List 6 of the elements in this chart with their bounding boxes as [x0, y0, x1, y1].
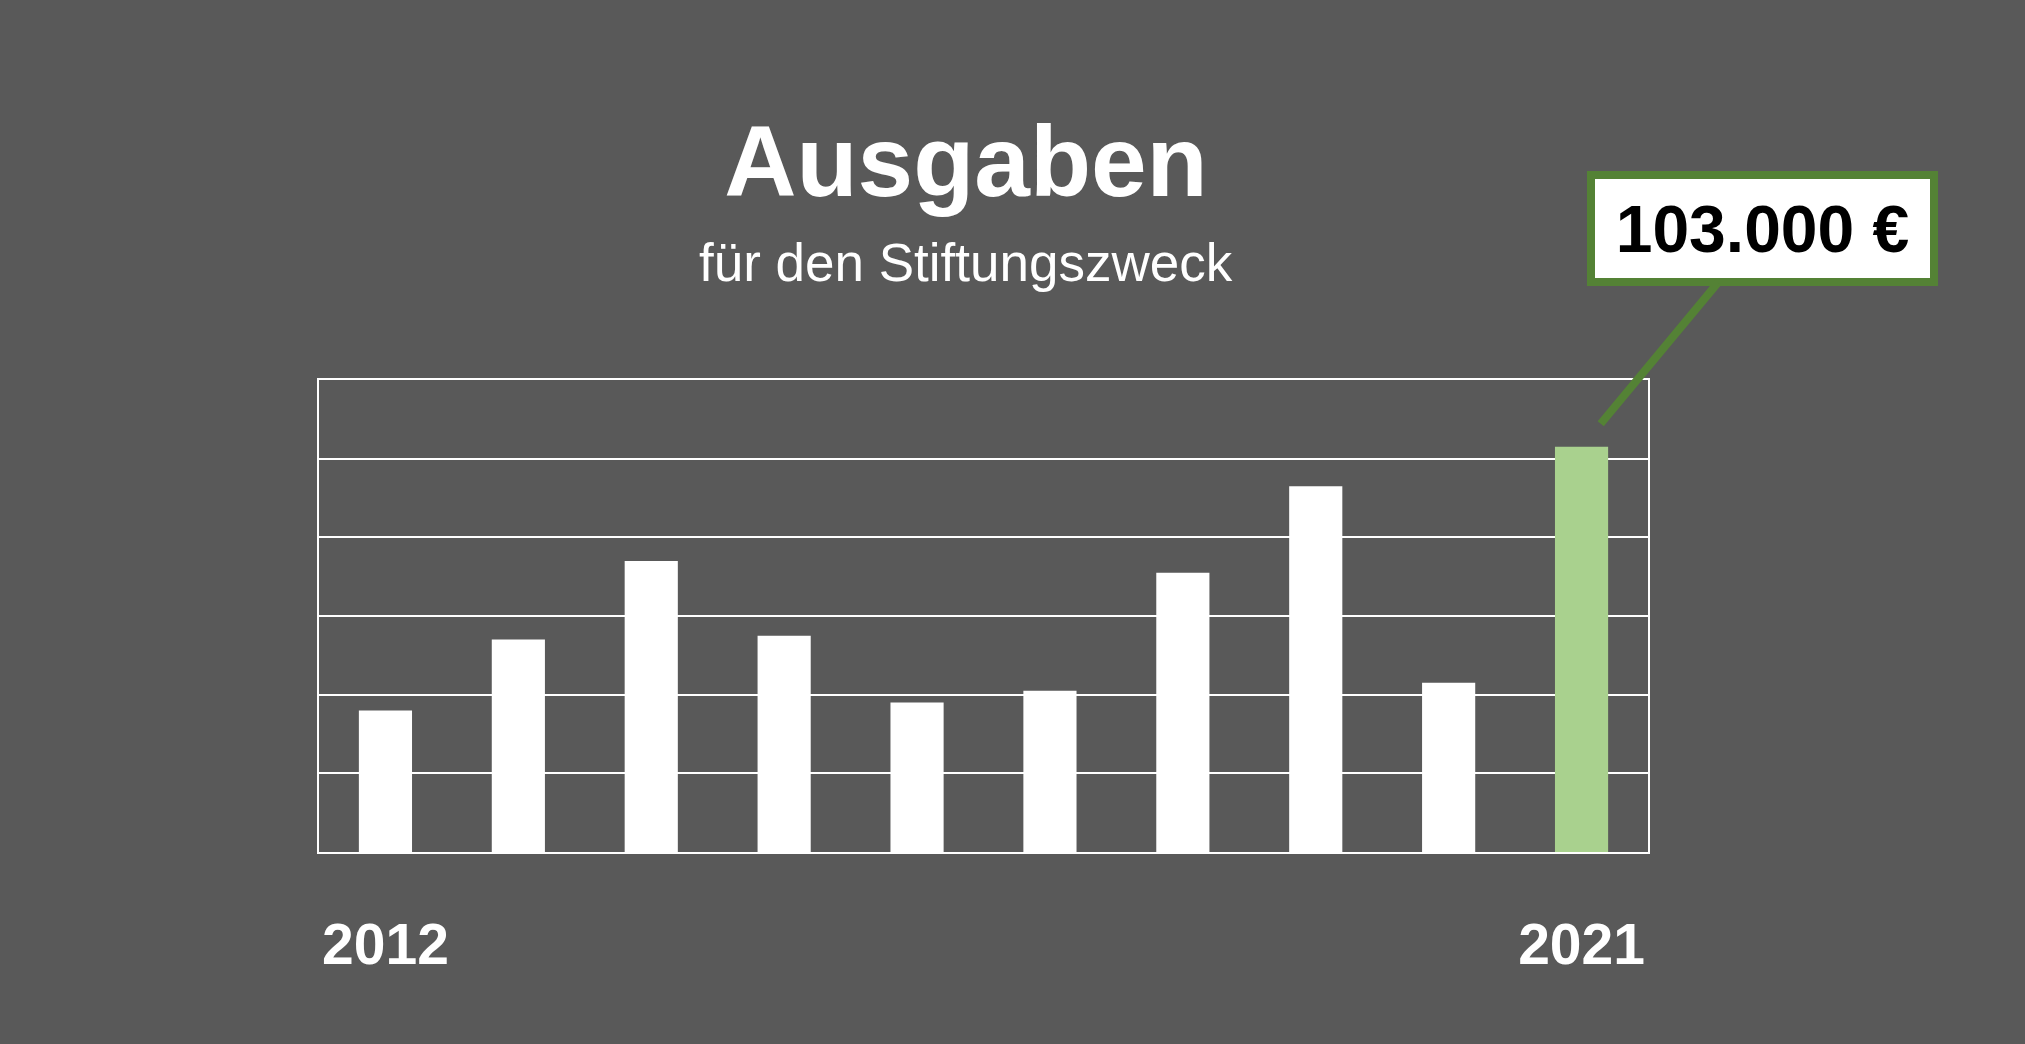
- chart-subtitle: für den Stiftungszweck: [699, 233, 1233, 292]
- chart-title: Ausgaben: [724, 105, 1208, 217]
- bar: [1554, 446, 1609, 852]
- x-tick-label: 2012: [322, 912, 449, 977]
- x-tick-label: 2021: [1518, 912, 1645, 977]
- data-label: 103.000 €: [1615, 191, 1910, 266]
